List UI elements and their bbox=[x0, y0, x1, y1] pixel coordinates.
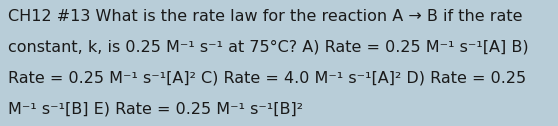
Text: CH12 #13 What is the rate law for the reaction A → B if the rate: CH12 #13 What is the rate law for the re… bbox=[8, 9, 523, 24]
Text: constant, k, is 0.25 M⁻¹ s⁻¹ at 75°C? A) Rate = 0.25 M⁻¹ s⁻¹[A] B): constant, k, is 0.25 M⁻¹ s⁻¹ at 75°C? A)… bbox=[8, 40, 529, 55]
Text: Rate = 0.25 M⁻¹ s⁻¹[A]² C) Rate = 4.0 M⁻¹ s⁻¹[A]² D) Rate = 0.25: Rate = 0.25 M⁻¹ s⁻¹[A]² C) Rate = 4.0 M⁻… bbox=[8, 71, 527, 86]
Text: M⁻¹ s⁻¹[B] E) Rate = 0.25 M⁻¹ s⁻¹[B]²: M⁻¹ s⁻¹[B] E) Rate = 0.25 M⁻¹ s⁻¹[B]² bbox=[8, 101, 304, 116]
